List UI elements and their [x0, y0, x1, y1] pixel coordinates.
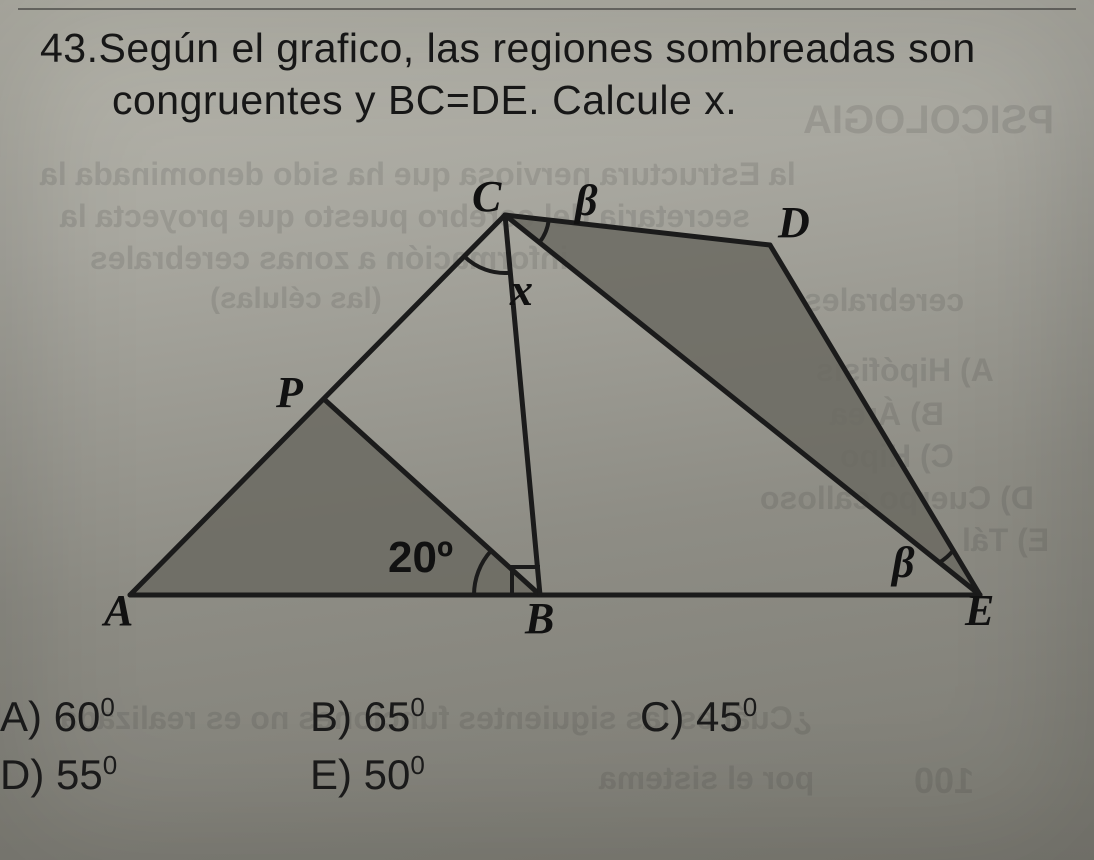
label-x: x [510, 263, 533, 316]
page-surface: PSICOLOGIA la Estructura nerviosa que ha… [0, 0, 1094, 860]
option-D: D) 550 [0, 750, 117, 799]
geometry-figure: A B E C D P x β β 20º [110, 195, 1010, 630]
question-number: 43. [40, 25, 99, 71]
ghost-text: la Estructura nerviosa que ha sido denom… [40, 156, 796, 193]
label-P: P [276, 367, 303, 418]
option-B: B) 650 [310, 692, 425, 741]
label-beta-bot: β [892, 537, 915, 588]
label-20: 20º [388, 533, 453, 583]
ghost-text: 100 [914, 760, 974, 802]
option-C: C) 450 [640, 692, 757, 741]
question-line1: Según el grafico, las regiones sombreada… [99, 25, 976, 71]
label-E: E [965, 585, 994, 636]
figure-svg [110, 195, 1010, 630]
option-E: E) 500 [310, 750, 425, 799]
option-A: A) 600 [0, 692, 115, 741]
label-A: A [104, 585, 133, 636]
label-B: B [525, 593, 554, 644]
label-D: D [778, 197, 810, 248]
question-line2: congruentes y BC=DE. Calcule x. [40, 74, 1070, 126]
ghost-text: por el sistema [599, 760, 814, 797]
top-rule [18, 8, 1076, 10]
label-beta-top: β [575, 175, 598, 226]
label-C: C [472, 171, 501, 222]
question-text: 43.Según el grafico, las regiones sombre… [40, 22, 1070, 127]
